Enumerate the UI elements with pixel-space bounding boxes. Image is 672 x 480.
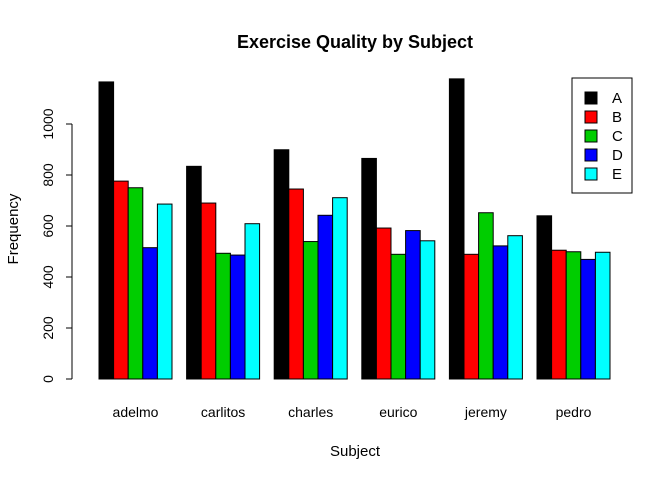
- y-tick-label: 800: [40, 163, 56, 187]
- bar: [463, 253, 480, 380]
- bar: [332, 197, 348, 380]
- y-tick-label: 200: [40, 316, 56, 340]
- x-tick-label: adelmo: [113, 404, 159, 420]
- legend-label: D: [612, 147, 623, 164]
- legend-label: C: [612, 128, 623, 145]
- x-tick-label: pedro: [556, 404, 592, 420]
- bar: [536, 215, 553, 380]
- bar: [594, 251, 611, 380]
- bar: [273, 149, 290, 380]
- bar: [405, 230, 421, 380]
- bar: [113, 180, 129, 380]
- legend-swatch: [584, 91, 598, 105]
- bar: [507, 235, 523, 380]
- legend-swatch: [584, 167, 598, 181]
- bar: [565, 251, 582, 380]
- bar: [200, 202, 217, 380]
- x-tick-labels: adelmo carlitos charles eurico jeremy pedro: [113, 404, 592, 420]
- bar: [390, 253, 407, 380]
- bar: [375, 227, 392, 380]
- bar: [98, 81, 115, 380]
- bar: [142, 247, 158, 380]
- y-tick-label: 0: [40, 375, 56, 383]
- bar: [244, 223, 261, 380]
- y-axis-label: Frequency: [5, 193, 22, 264]
- bar: [478, 212, 494, 380]
- bar: [215, 252, 231, 380]
- bar: [448, 78, 465, 380]
- bar: [186, 165, 202, 380]
- chart-title: Exercise Quality by Subject: [237, 32, 473, 52]
- bar: [361, 157, 377, 380]
- y-tick-label: 400: [40, 265, 56, 289]
- legend-label: E: [612, 166, 622, 183]
- bar: [288, 188, 304, 380]
- x-tick-label: charles: [288, 404, 333, 420]
- bars-group: [98, 78, 611, 380]
- legend-swatch: [584, 129, 598, 143]
- bar: [419, 240, 436, 380]
- bar: [302, 241, 319, 380]
- x-tick-label: eurico: [379, 404, 417, 420]
- legend-label: B: [612, 109, 622, 126]
- x-tick-label: jeremy: [464, 404, 507, 420]
- bar: [492, 245, 509, 380]
- x-tick-label: carlitos: [201, 404, 245, 420]
- x-axis-label: Subject: [330, 443, 381, 460]
- legend-box: [571, 77, 633, 194]
- legend-label: A: [612, 90, 622, 107]
- bar: [551, 249, 567, 380]
- bar: [156, 203, 173, 380]
- y-tick-label: 600: [40, 214, 56, 238]
- legend-swatch: [584, 110, 598, 124]
- bar: [317, 214, 334, 380]
- y-tick-label: 1000: [40, 108, 56, 139]
- bar: [127, 187, 144, 380]
- legend-swatch: [584, 148, 598, 162]
- y-axis: 0 200 400 600 800 1000: [40, 108, 73, 383]
- bar: [580, 258, 596, 380]
- bar: [229, 254, 246, 380]
